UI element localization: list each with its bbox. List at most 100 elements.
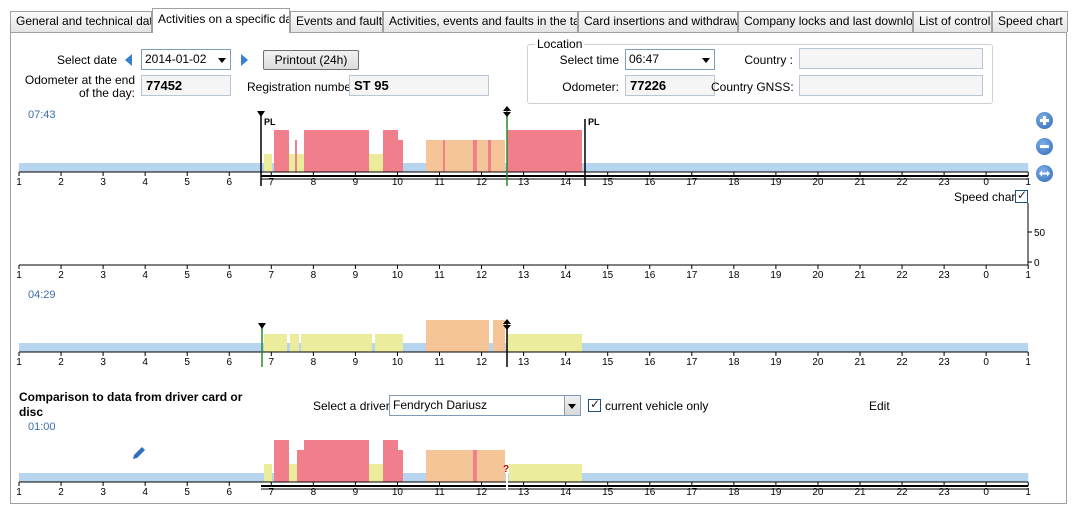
axis-tick-label: 22 (896, 357, 908, 368)
driving-segment (274, 440, 289, 482)
driving-segment (309, 440, 369, 482)
axis-tick-label: 2 (58, 357, 64, 368)
axis-tick-label: 4 (142, 270, 148, 281)
availability-segment (264, 464, 272, 482)
driver-select[interactable]: Fendrych Dariusz (389, 395, 581, 416)
axis-tick-label: 20 (812, 487, 824, 498)
axis-tick-label: 3 (100, 357, 106, 368)
driving-segment (473, 450, 477, 482)
tab-general-technical[interactable]: General and technical data (10, 11, 152, 32)
work-segment (471, 320, 477, 352)
availability-segment (301, 334, 372, 352)
availability-segment (375, 334, 382, 352)
axis-tick-label: 3 (100, 487, 106, 498)
date-select[interactable]: 2014-01-02 (141, 49, 231, 70)
availability-segment (369, 154, 383, 172)
marker-icon (503, 112, 511, 117)
country-gnss-label: Country GNSS: (711, 80, 794, 94)
axis-tick-label: 11 (434, 177, 445, 188)
axis-tick-label: 17 (686, 487, 698, 498)
country-field[interactable] (799, 48, 983, 69)
axis-tick-label: 21 (854, 487, 866, 498)
driving-segment (398, 140, 403, 172)
axis-tick-label: 21 (854, 270, 866, 281)
axis-tick-label: 11 (434, 357, 445, 368)
gnss-activity-chart[interactable]: 1 2 3 4 5 6 7 8 9 10 11 12 13 14 15 16 17 18 19 20 21 22 23 0 1 (11, 283, 1041, 373)
country-gnss-field[interactable] (799, 75, 983, 96)
availability-segment (297, 154, 304, 172)
axis-tick-label: 0 (983, 357, 989, 368)
availability-segment (264, 154, 272, 172)
pencil-icon[interactable] (131, 445, 147, 461)
bottom-total-time: 01:00 (28, 421, 56, 433)
zoom-out-icon[interactable] (1036, 138, 1053, 155)
tab-list-controls[interactable]: List of controls (913, 11, 992, 32)
axis-tick-label: 19 (770, 487, 782, 498)
axis-tick-label: 15 (602, 487, 614, 498)
axis-tick-label: 20 (812, 357, 824, 368)
axis-tick-label: 13 (518, 270, 530, 281)
tab-speed-chart[interactable]: Speed chart (992, 11, 1068, 32)
availability-segment (382, 334, 403, 352)
work-segment (477, 450, 505, 482)
chevron-right-icon[interactable] (240, 53, 250, 67)
availability-segment (507, 334, 582, 352)
registration-field[interactable]: ST 95 (349, 75, 489, 96)
zoom-in-icon[interactable] (1036, 112, 1053, 129)
axis-tick-label: 12 (476, 357, 488, 368)
axis-tick-label: 6 (226, 177, 232, 188)
axis-tick-label: 21 (854, 357, 866, 368)
select-driver-label: Select a driver (313, 399, 390, 413)
edit-link[interactable]: Edit (869, 399, 890, 413)
current-vehicle-label: current vehicle only (605, 399, 709, 413)
driving-segment (309, 130, 369, 172)
axis-tick-label: 13 (518, 487, 530, 498)
axis-tick-label: 14 (560, 177, 572, 188)
speed-tick-label: 50 (1034, 228, 1046, 239)
axis-tick-label: 8 (311, 357, 317, 368)
tab-card-insertions[interactable]: Card insertions and withdrawals (578, 11, 738, 32)
axis-tick-label: 21 (854, 177, 866, 188)
vehicle-activity-chart[interactable]: 1 2 3 4 5 6 7 8 9 10 11 12 13 14 15 16 17 18 19 20 21 22 23 0 1P… (11, 103, 1041, 193)
axis-tick-label: 1 (1025, 177, 1031, 188)
fit-width-icon[interactable] (1036, 165, 1053, 182)
axis-tick-label: 12 (476, 270, 488, 281)
odometer-end-field[interactable]: 77452 (141, 75, 231, 96)
time-select[interactable]: 06:47 (625, 49, 715, 70)
axis-tick-label: 22 (896, 487, 908, 498)
axis-tick-label: 10 (392, 357, 404, 368)
driver-card-activity-chart[interactable]: 1 2 3 4 5 6 7 8 9 10 11 12 13 14 15 16 17 18 19 20 21 22 23 0 1? (11, 433, 1041, 503)
axis-tick-label: 5 (184, 357, 190, 368)
axis-tick-label: 2 (58, 487, 64, 498)
axis-tick-label: 16 (644, 270, 656, 281)
axis-tick-label: 1 (16, 357, 22, 368)
speed-chart-label: Speed chart (954, 190, 1019, 204)
tab-company-locks[interactable]: Company locks and last download (738, 11, 913, 32)
axis-tick-label: 9 (353, 270, 359, 281)
axis-tick-label: 15 (602, 177, 614, 188)
printout-button[interactable]: Printout (24h) (263, 50, 359, 70)
tab-events-faults[interactable]: Events and faults (290, 11, 383, 32)
location-title: Location (535, 37, 585, 51)
axis-tick-label: 8 (311, 487, 317, 498)
axis-tick-label: 22 (896, 270, 908, 281)
speed-chart-checkbox[interactable] (1015, 188, 1028, 203)
work-segment (443, 320, 447, 352)
chevron-left-icon[interactable] (123, 53, 133, 67)
axis-tick-label: 18 (728, 177, 740, 188)
work-segment (477, 140, 488, 172)
tab-activities-day[interactable]: Activities on a specific day (152, 8, 290, 33)
axis-tick-label: 16 (644, 357, 656, 368)
axis-tick-label: 14 (560, 357, 572, 368)
marker-icon (257, 111, 265, 117)
axis-tick-label: 13 (518, 177, 530, 188)
work-segment (456, 450, 473, 482)
axis-tick-label: 9 (353, 487, 359, 498)
place-marker-start: PL (264, 117, 276, 127)
availability-segment (289, 154, 295, 172)
current-vehicle-checkbox[interactable] (588, 397, 601, 412)
odometer-field[interactable]: 77226 (625, 75, 715, 96)
axis-tick-label: 14 (560, 270, 572, 281)
tab-activities-table[interactable]: Activities, events and faults in the tab… (383, 11, 578, 32)
axis-tick-label: 12 (476, 487, 488, 498)
